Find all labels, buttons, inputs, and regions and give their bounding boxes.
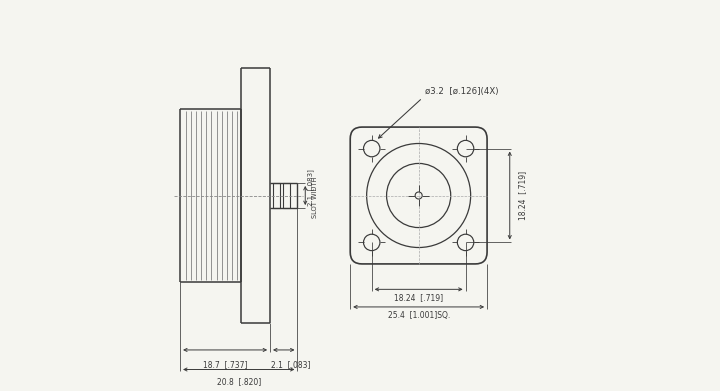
Text: 18.24  [.719]: 18.24 [.719] [518, 171, 527, 220]
Text: 18.24  [.719]: 18.24 [.719] [394, 293, 444, 303]
Text: 2.1  [.083]: 2.1 [.083] [307, 169, 314, 206]
Text: 20.8  [.820]: 20.8 [.820] [217, 377, 261, 386]
Text: 2.1  [.083]: 2.1 [.083] [271, 360, 310, 369]
Text: 25.4  [1.001]SQ.: 25.4 [1.001]SQ. [387, 311, 450, 320]
Text: 18.7  [.737]: 18.7 [.737] [203, 360, 248, 369]
Text: ø3.2  [ø.126](4X): ø3.2 [ø.126](4X) [425, 87, 498, 96]
Text: SLOT WIDTH: SLOT WIDTH [312, 177, 318, 218]
